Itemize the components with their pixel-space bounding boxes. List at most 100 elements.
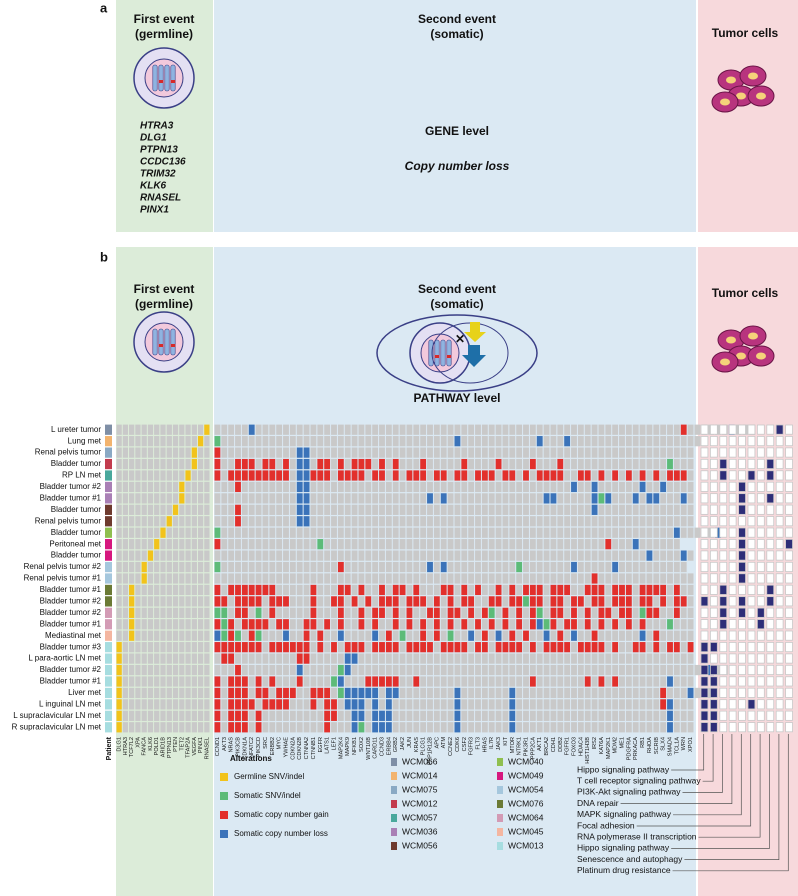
pathway-cell bbox=[710, 642, 718, 653]
somatic-cell bbox=[433, 584, 440, 596]
germline-cell bbox=[122, 550, 129, 561]
somatic-cell bbox=[276, 710, 283, 721]
somatic-cell bbox=[667, 653, 673, 664]
gene-label: CTNNA2 bbox=[304, 737, 310, 759]
somatic-cell bbox=[468, 710, 475, 721]
germline-cell bbox=[179, 596, 185, 607]
germline-cell bbox=[122, 619, 129, 630]
pathway-cell bbox=[700, 596, 709, 607]
somatic-cell bbox=[358, 516, 365, 527]
somatic-cell bbox=[495, 676, 502, 687]
somatic-cell bbox=[365, 607, 372, 618]
somatic-cell bbox=[680, 642, 687, 653]
somatic-cell bbox=[468, 664, 475, 676]
somatic-cell bbox=[667, 539, 673, 550]
somatic-cell bbox=[351, 653, 358, 664]
somatic-cell bbox=[557, 687, 564, 699]
somatic-cell bbox=[241, 493, 248, 504]
somatic-cell bbox=[584, 607, 591, 618]
somatic-cell bbox=[337, 687, 344, 699]
mutation-icon bbox=[170, 344, 176, 347]
somatic-cell bbox=[687, 447, 694, 458]
legend-label: Germline SNV/indel bbox=[234, 772, 304, 781]
germline-cell bbox=[129, 619, 135, 630]
somatic-cell bbox=[488, 699, 495, 710]
somatic-cell bbox=[680, 584, 687, 596]
germline-cell bbox=[122, 699, 129, 710]
somatic-cell bbox=[509, 642, 516, 653]
germline-cell bbox=[141, 550, 147, 561]
somatic-cell bbox=[372, 504, 379, 515]
legend-swatch bbox=[391, 800, 397, 808]
title: (somatic) bbox=[430, 27, 483, 41]
germline-cell bbox=[129, 470, 135, 481]
somatic-cell bbox=[248, 619, 255, 630]
pathway-cell bbox=[710, 481, 718, 492]
somatic-cell bbox=[358, 493, 365, 504]
somatic-cell bbox=[248, 516, 255, 527]
legend-label: WCM045 bbox=[508, 826, 544, 836]
somatic-cell bbox=[289, 481, 296, 493]
pathway-cell bbox=[719, 699, 728, 710]
somatic-cell bbox=[509, 676, 516, 687]
germline-cell bbox=[116, 722, 122, 733]
somatic-cell bbox=[680, 699, 687, 710]
somatic-cell bbox=[673, 424, 680, 435]
somatic-cell bbox=[502, 561, 509, 573]
somatic-cell bbox=[667, 676, 673, 687]
germline-cell bbox=[116, 516, 122, 527]
pathway-cell bbox=[728, 676, 737, 687]
somatic-cell bbox=[543, 664, 550, 676]
legend-label: WCM013 bbox=[508, 840, 544, 850]
somatic-cell bbox=[660, 550, 667, 561]
somatic-cell bbox=[241, 436, 248, 447]
patient-swatch bbox=[105, 550, 112, 561]
row-label: L para-aortic LN met bbox=[28, 654, 101, 663]
somatic-cell bbox=[584, 710, 591, 721]
somatic-cell bbox=[454, 504, 461, 515]
somatic-cell bbox=[276, 424, 283, 435]
somatic-cell bbox=[461, 527, 468, 538]
somatic-cell bbox=[331, 436, 337, 447]
somatic-cell bbox=[632, 630, 639, 641]
somatic-cell bbox=[536, 699, 543, 710]
somatic-cell bbox=[536, 504, 543, 515]
germline-cell bbox=[166, 619, 172, 630]
pathway-cell bbox=[700, 470, 709, 481]
somatic-cell bbox=[351, 527, 358, 538]
somatic-cell bbox=[317, 550, 324, 561]
legend-swatch bbox=[391, 758, 397, 766]
somatic-cell bbox=[577, 653, 584, 664]
germline-cell bbox=[116, 687, 122, 699]
somatic-cell bbox=[337, 516, 344, 527]
somatic-cell bbox=[255, 516, 262, 527]
gene-label: BRCA2 bbox=[544, 737, 550, 756]
somatic-cell bbox=[262, 710, 269, 721]
gene-label: FGFR1 bbox=[565, 737, 571, 755]
somatic-cell bbox=[289, 699, 296, 710]
gene-label: IRS2 bbox=[592, 737, 598, 749]
somatic-cell bbox=[365, 561, 372, 573]
germline-cell bbox=[197, 630, 204, 641]
somatic-cell bbox=[461, 447, 468, 458]
somatic-cell bbox=[406, 550, 413, 561]
somatic-cell bbox=[276, 653, 283, 664]
gene-label: TET2 bbox=[179, 737, 185, 751]
somatic-cell bbox=[289, 447, 296, 458]
somatic-cell bbox=[296, 596, 303, 607]
somatic-cell bbox=[420, 573, 427, 584]
somatic-cell bbox=[509, 630, 516, 641]
patient-swatch bbox=[105, 516, 112, 527]
somatic-cell bbox=[475, 447, 481, 458]
somatic-cell bbox=[276, 470, 283, 481]
somatic-cell bbox=[475, 504, 481, 515]
somatic-cell bbox=[543, 642, 550, 653]
row-label: Bladder tumor #1 bbox=[40, 677, 102, 686]
somatic-cell bbox=[289, 573, 296, 584]
somatic-cell bbox=[241, 470, 248, 481]
pathway-cell bbox=[738, 596, 746, 607]
somatic-cell bbox=[255, 630, 262, 641]
somatic-cell bbox=[248, 436, 255, 447]
somatic-cell bbox=[289, 687, 296, 699]
somatic-cell bbox=[420, 527, 427, 538]
